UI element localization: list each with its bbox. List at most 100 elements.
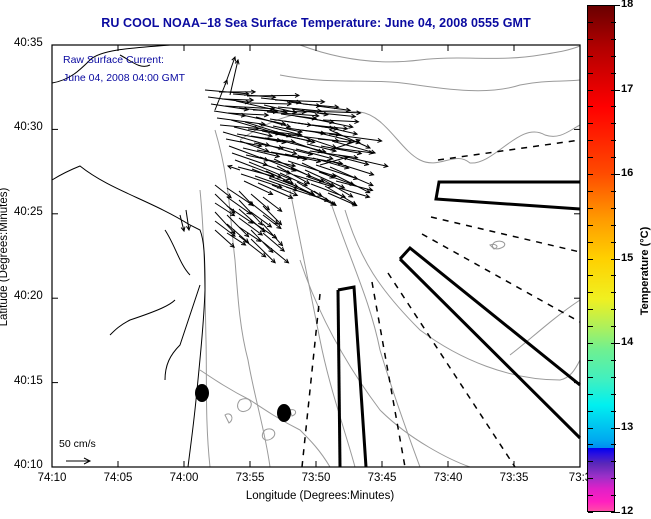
- x-tick-label: 73:40: [433, 472, 463, 484]
- current-vector: [238, 226, 262, 242]
- x-tick-label: 73:55: [235, 472, 265, 484]
- scale-arrow: [66, 457, 92, 465]
- colorbar-minor-tick: [611, 241, 616, 243]
- current-vector: [262, 214, 282, 230]
- colorbar-minor-tick: [588, 343, 593, 344]
- colorbar-low-segment: [587, 448, 615, 512]
- current-vector: [255, 116, 292, 129]
- colorbar-minor-tick: [611, 275, 616, 277]
- current-vector: [214, 220, 236, 237]
- current-vector: [256, 149, 308, 161]
- buoy-marker: [277, 404, 291, 422]
- colorbar-minor-tick: [611, 393, 616, 395]
- colorbar-tick-label: 16: [621, 167, 634, 179]
- x-tick-label: 73:50: [301, 472, 331, 484]
- colorbar-minor-tick: [588, 309, 593, 311]
- colorbar-minor-tick: [588, 478, 593, 480]
- y-tick-label: 40:25: [14, 205, 43, 218]
- colorbar-minor-tick: [588, 72, 593, 74]
- current-vector: [238, 199, 264, 226]
- current-vector: [276, 165, 311, 185]
- shipping-lanes: [336, 180, 582, 468]
- current-vector: [242, 147, 281, 159]
- colorbar-minor-tick: [588, 292, 593, 294]
- plot-frame: [51, 44, 581, 468]
- current-vector: [313, 190, 337, 207]
- colorbar-minor-tick: [611, 106, 616, 108]
- current-vector: [329, 138, 362, 151]
- current-vector: [291, 108, 329, 117]
- colorbar-minor-tick: [588, 275, 593, 277]
- colorbar-minor-tick: [588, 427, 593, 429]
- current-vector: [250, 193, 271, 211]
- y-tick-label: 40:20: [14, 290, 43, 303]
- colorbar-minor-tick: [588, 106, 593, 108]
- current-vector: [185, 209, 191, 232]
- current-vector: [262, 232, 286, 252]
- current-vector: [319, 155, 350, 166]
- current-vector: [334, 147, 375, 155]
- colorbar-minor-tick: [611, 258, 620, 260]
- current-vector: [316, 105, 352, 113]
- colorbar-minor-tick: [588, 174, 593, 175]
- current-vector: [233, 126, 274, 138]
- x-tick-label: 74:10: [37, 472, 67, 484]
- colorbar-minor-tick: [588, 157, 593, 159]
- current-vector: [329, 166, 374, 187]
- current-vector: [221, 97, 255, 103]
- current-vector: [266, 111, 320, 119]
- current-vector: [305, 110, 362, 116]
- colorbar-minor-tick: [611, 72, 616, 74]
- current-vector: [326, 159, 375, 176]
- colorbar-minor-tick: [611, 174, 620, 175]
- current-vector: [226, 232, 247, 246]
- colorbar-minor-tick: [611, 495, 616, 497]
- colorbar-minor-tick: [611, 55, 616, 57]
- legend-title: Raw Surface Current:: [63, 54, 164, 66]
- dashed-separation-lines: [301, 139, 581, 468]
- colorbar-minor-tick: [588, 123, 593, 125]
- current-vector: [325, 126, 359, 136]
- current-vector: [179, 214, 186, 233]
- y-tick-label: 40:15: [14, 374, 43, 387]
- current-vectors: [179, 55, 389, 264]
- map-title: RU COOL NOAA–18 Sea Surface Temperature:…: [101, 16, 531, 30]
- colorbar-minor-tick: [611, 376, 616, 378]
- vector-scale-label: 50 cm/s: [59, 438, 96, 450]
- colorbar-minor-tick: [588, 5, 593, 6]
- colorbar-minor-tick: [611, 5, 620, 6]
- current-vector: [295, 148, 334, 161]
- current-vector: [214, 78, 228, 111]
- current-vector: [246, 93, 301, 98]
- y-tick-label: 40:35: [14, 37, 43, 49]
- colorbar-tick-label: 17: [621, 82, 634, 95]
- colorbar-minor-tick: [611, 140, 616, 142]
- colorbar-minor-tick: [611, 21, 616, 23]
- y-tick-label: 40:10: [14, 459, 43, 471]
- bathymetry-contours: [199, 44, 581, 468]
- colorbar-minor-tick: [588, 393, 593, 395]
- current-vector: [214, 193, 236, 214]
- current-vector: [243, 180, 274, 196]
- colorbar-minor-tick: [588, 224, 593, 226]
- colorbar-tick-label: 14: [621, 336, 634, 348]
- current-vector: [226, 214, 250, 238]
- x-tick-label: 73:45: [367, 472, 397, 484]
- colorbar-minor-tick: [588, 258, 593, 260]
- colorbar-minor-tick: [611, 427, 620, 429]
- colorbar-minor-tick: [588, 241, 593, 243]
- current-vector: [328, 133, 383, 143]
- colorbar-minor-tick: [588, 207, 593, 209]
- current-vector: [224, 105, 276, 111]
- current-vector: [311, 124, 349, 131]
- colorbar-minor-tick: [611, 326, 616, 328]
- colorbar-minor-tick: [588, 495, 593, 497]
- current-vector: [327, 192, 358, 207]
- colorbar-minor-tick: [611, 207, 616, 209]
- colorbar-minor-tick: [588, 38, 593, 40]
- legend-timestamp: June 04, 2008 04:00 GMT: [63, 72, 185, 84]
- current-vector: [250, 238, 276, 264]
- current-vector: [262, 196, 283, 212]
- current-vector: [262, 241, 290, 264]
- colorbar-minor-tick: [611, 512, 620, 513]
